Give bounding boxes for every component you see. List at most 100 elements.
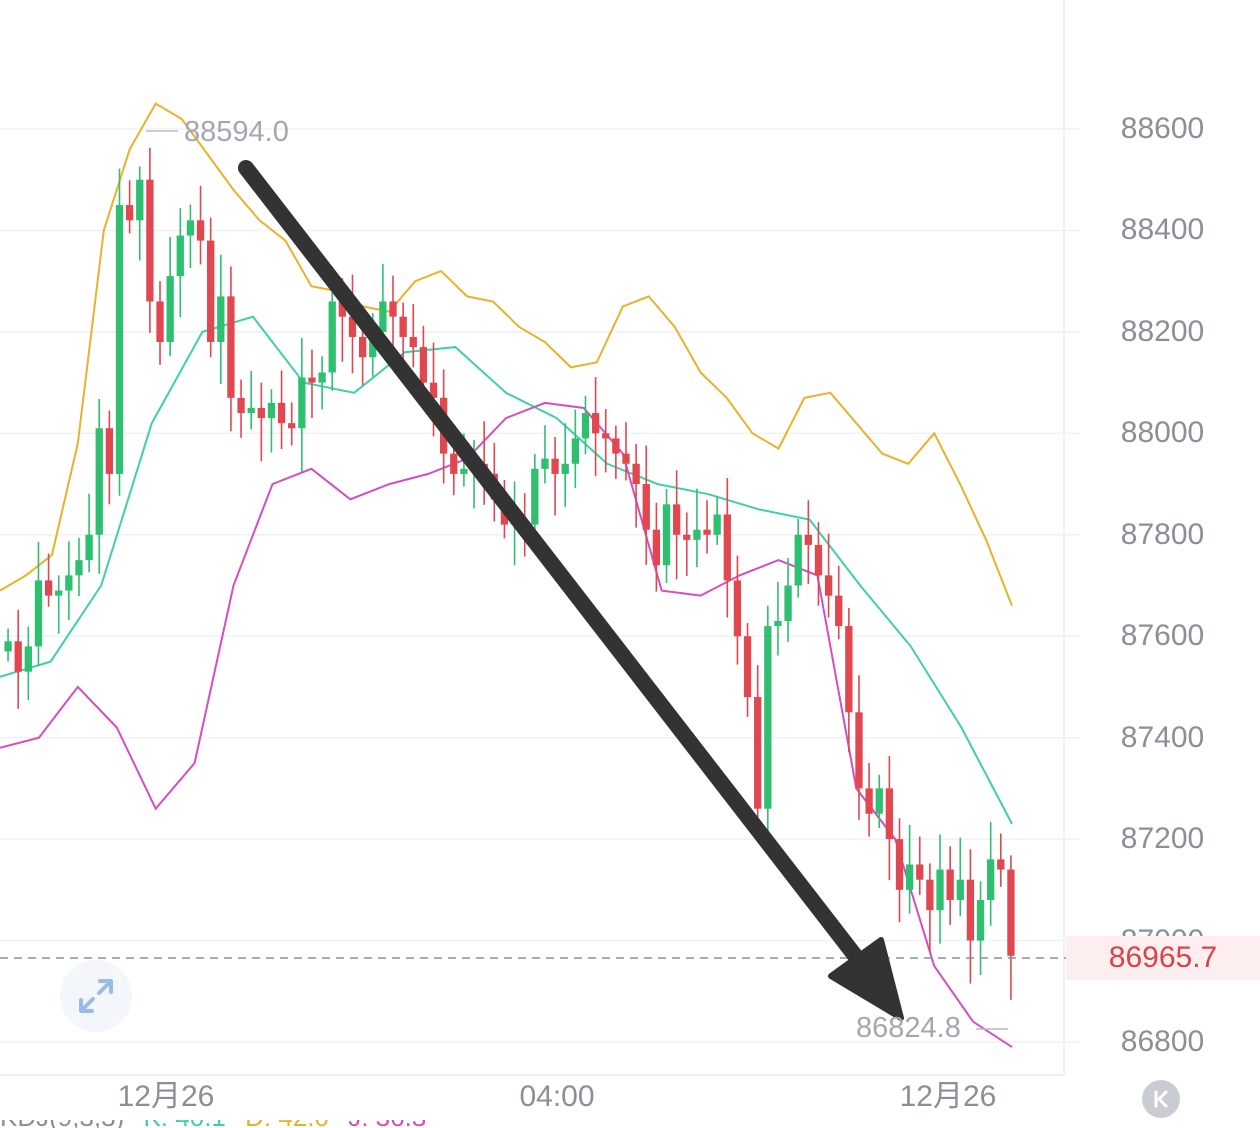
candle-body bbox=[693, 529, 701, 540]
low-price-label: 86824.8 bbox=[856, 1012, 961, 1044]
candle-body bbox=[328, 301, 336, 373]
candle-body bbox=[754, 697, 762, 809]
candle-body bbox=[551, 458, 559, 474]
indicator-name: KDJ(9,3,3) bbox=[0, 1120, 124, 1128]
time-tick-label: 04:00 bbox=[519, 1080, 595, 1113]
candle-body bbox=[44, 580, 53, 596]
expand-icon bbox=[79, 979, 113, 1013]
candle-body bbox=[298, 377, 306, 429]
chevron-left-bar-icon bbox=[1154, 1090, 1168, 1108]
candle-body bbox=[591, 413, 600, 434]
candle-body bbox=[288, 423, 296, 429]
price-tick-label: 87400 bbox=[1120, 720, 1205, 754]
candle-body bbox=[936, 869, 944, 911]
candle-body bbox=[186, 220, 195, 236]
candle-body bbox=[875, 788, 883, 814]
candle-body bbox=[946, 869, 954, 900]
candle-body bbox=[602, 433, 610, 439]
middle-band-line bbox=[0, 315, 1013, 825]
candle-body bbox=[379, 301, 387, 332]
candle-body bbox=[987, 859, 995, 900]
candle-body bbox=[642, 484, 650, 530]
candle-body bbox=[733, 580, 742, 637]
candle-body bbox=[916, 864, 924, 880]
candle-body bbox=[824, 575, 833, 596]
candle-body bbox=[136, 179, 144, 221]
candle-body bbox=[247, 407, 255, 414]
candle-body bbox=[166, 276, 174, 343]
candle-body bbox=[85, 534, 93, 561]
price-tick-label: 86800 bbox=[1120, 1025, 1205, 1058]
candle-body bbox=[176, 235, 184, 277]
indicator-legend: KDJ(9,3,3) K: 40.1 D: 42.0 J: 36.3 bbox=[0, 1120, 1260, 1128]
candle-body bbox=[460, 468, 468, 474]
candle-body bbox=[622, 453, 630, 464]
candle-body bbox=[855, 712, 863, 789]
candle-body bbox=[348, 316, 357, 337]
candle-body bbox=[703, 529, 711, 535]
candle-body bbox=[672, 504, 681, 535]
candle-body bbox=[308, 377, 316, 383]
candle-body bbox=[571, 438, 579, 464]
candle-body bbox=[794, 534, 802, 586]
current-price-tag: 86965.7 bbox=[1066, 936, 1260, 980]
candle-body bbox=[743, 636, 752, 698]
candle-body bbox=[895, 839, 904, 890]
price-tick-label: 88200 bbox=[1120, 314, 1205, 348]
time-tick-label: 12月26 bbox=[117, 1080, 215, 1113]
candle-body bbox=[95, 428, 103, 535]
downtrend-arrow-shaft bbox=[238, 160, 868, 970]
scroll-to-start-button[interactable] bbox=[1142, 1080, 1180, 1118]
candle-body bbox=[399, 316, 407, 337]
candle-body bbox=[774, 621, 782, 627]
candle-body bbox=[845, 626, 853, 713]
candle-body bbox=[450, 453, 458, 474]
candle-body bbox=[723, 514, 731, 581]
candle-body bbox=[612, 438, 620, 454]
candle-body bbox=[561, 463, 569, 474]
time-tick-label: 12月26 bbox=[899, 1080, 997, 1113]
price-tick-label: 87600 bbox=[1120, 619, 1205, 653]
candle-body bbox=[926, 879, 934, 911]
candle-body bbox=[277, 402, 286, 424]
candle-body bbox=[115, 205, 124, 474]
candle-body bbox=[683, 534, 691, 540]
candle-body bbox=[885, 788, 894, 840]
candle-body bbox=[318, 372, 326, 383]
candle-body bbox=[632, 463, 640, 485]
candle-body bbox=[4, 641, 12, 652]
candle-body bbox=[14, 641, 22, 672]
candle-body bbox=[966, 879, 975, 941]
price-tick-label: 88600 bbox=[1120, 112, 1205, 145]
candle-body bbox=[541, 458, 549, 469]
candle-body bbox=[196, 220, 205, 241]
candle-body bbox=[419, 347, 428, 383]
expand-chart-button[interactable] bbox=[60, 960, 132, 1032]
candle-body bbox=[75, 560, 83, 576]
price-tick-label: 87800 bbox=[1120, 517, 1205, 551]
candle-body bbox=[429, 382, 438, 398]
candle-body bbox=[24, 646, 32, 672]
candle-body bbox=[338, 301, 347, 317]
candle-body bbox=[207, 240, 215, 343]
candle-body bbox=[156, 301, 164, 343]
candle-body bbox=[237, 397, 245, 414]
candle-body bbox=[267, 402, 276, 419]
candle-body bbox=[125, 205, 134, 221]
candle-body bbox=[34, 580, 43, 647]
candle-body bbox=[146, 179, 154, 302]
lower-band-line bbox=[0, 401, 1013, 1048]
candle-body bbox=[1007, 869, 1015, 956]
candle-body bbox=[217, 296, 225, 343]
candle-body bbox=[662, 504, 671, 566]
candle-body bbox=[997, 859, 1005, 870]
candle-body bbox=[65, 575, 73, 591]
candle-body bbox=[531, 468, 539, 525]
candle-body bbox=[865, 788, 873, 814]
candle-body bbox=[784, 585, 792, 622]
candle-body bbox=[835, 595, 843, 627]
upper-band-line bbox=[0, 102, 1013, 607]
price-tick-label: 88000 bbox=[1120, 416, 1205, 450]
downtrend-arrow-head bbox=[828, 937, 904, 1021]
